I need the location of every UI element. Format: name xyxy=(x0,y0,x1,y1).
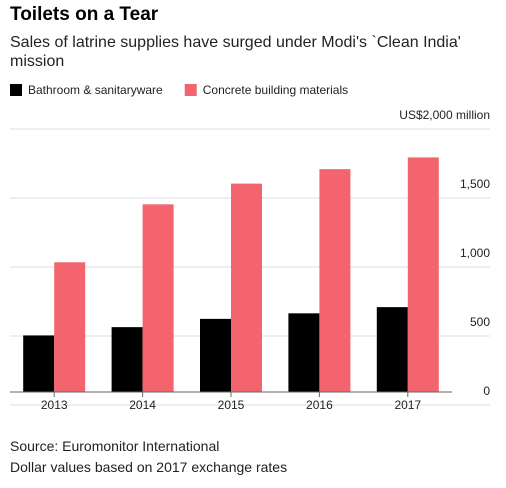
y-tick-label: US$2,000 million xyxy=(399,108,490,122)
x-tick-label: 2015 xyxy=(218,398,245,412)
bar xyxy=(54,262,86,392)
x-tick-label: 2013 xyxy=(41,398,68,412)
bar xyxy=(407,157,439,392)
legend-swatch xyxy=(184,84,197,96)
x-tick-label: 2016 xyxy=(306,398,333,412)
bar xyxy=(288,313,320,392)
chart-title: Toilets on a Tear xyxy=(10,4,159,25)
y-tick-label: 500 xyxy=(470,315,490,329)
source: Source: Euromonitor International xyxy=(10,438,220,454)
bar xyxy=(231,183,262,392)
bar xyxy=(111,327,143,392)
x-tick-label: 2014 xyxy=(129,398,156,412)
y-tick-label: 1,000 xyxy=(460,246,490,260)
bar xyxy=(376,307,408,392)
legend-label: Concrete building materials xyxy=(203,83,348,97)
chart-subtitle: Sales of latrine supplies have surged un… xyxy=(10,34,461,70)
bar xyxy=(200,318,231,392)
chart: Bathroom & sanitaryware Concrete building… xyxy=(10,83,490,412)
bar xyxy=(23,335,55,392)
legend-swatch xyxy=(10,84,22,96)
x-tick-label: 2017 xyxy=(394,398,421,412)
y-tick-label: 0 xyxy=(483,384,490,398)
bar xyxy=(142,204,174,392)
note: Dollar values based on 2017 exchange rat… xyxy=(10,459,288,475)
y-tick-label: 1,500 xyxy=(460,177,490,191)
bar xyxy=(319,169,351,392)
legend-label: Bathroom & sanitaryware xyxy=(28,83,163,97)
